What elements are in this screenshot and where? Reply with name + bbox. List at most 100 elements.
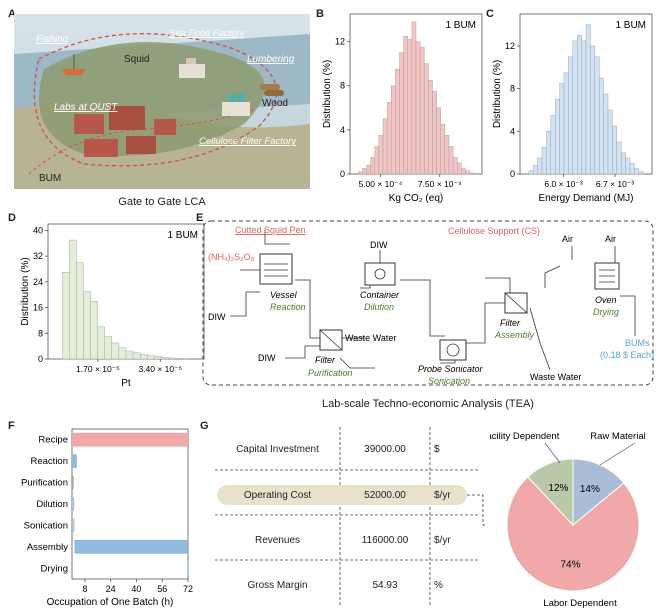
table-row: Gross Margin 54.93 %	[215, 563, 480, 607]
histogram-bar	[550, 115, 556, 175]
category-label: Dilution	[36, 499, 68, 510]
x-tick-label: 40	[131, 584, 141, 594]
y-axis-label: Distribution (%)	[20, 257, 31, 325]
table-cell-value: 116000.00	[361, 534, 409, 546]
unit-step-dilution: Dilution	[364, 302, 394, 312]
histogram-bar	[469, 172, 474, 175]
histogram-bar	[370, 157, 375, 175]
factory-cellulose	[222, 94, 250, 116]
histogram-bar	[603, 93, 609, 175]
histogram-bar	[104, 336, 113, 360]
y-axis-label: Distribution (%)	[492, 60, 503, 128]
table-cell-value: 52000.00	[364, 489, 406, 501]
table-cell-value: 54.93	[372, 579, 398, 591]
y-tick-label: 8	[510, 84, 515, 94]
histogram-bar	[629, 163, 635, 175]
x-tick-label: 72	[183, 584, 193, 594]
chart-batch-occupation: Recipe Reaction Purification Dilution Sonica…	[21, 428, 193, 608]
x-tick-label: 6.7 × 10⁻³	[596, 179, 634, 189]
slice-value-label: 74%	[561, 560, 581, 571]
histogram-bar	[590, 45, 596, 175]
histogram-bar	[436, 107, 441, 175]
panel-e-caption: Lab-scale Techno-economic Analysis (TEA)	[322, 398, 534, 410]
histogram-bar	[634, 168, 639, 175]
histogram-bar	[432, 91, 437, 175]
output-waste-water-1: Waste Water	[345, 333, 396, 343]
y-tick-label: 8	[340, 81, 345, 91]
table-cell-unit: $	[434, 443, 440, 455]
histogram-bar	[533, 165, 538, 175]
label-labs: Labs at QUST	[54, 102, 118, 113]
histogram-bar	[154, 356, 162, 360]
histogram-bar	[378, 135, 384, 175]
unit-step-assembly: Assembly	[494, 330, 535, 340]
histogram-bar	[362, 168, 367, 175]
histogram-bar	[147, 355, 155, 360]
lab-buildings	[74, 106, 176, 157]
histogram-bar	[528, 170, 534, 175]
timeline-bar	[73, 497, 75, 511]
leader-line	[599, 442, 636, 466]
table-row: Capital Investment 39000.00 $	[215, 427, 480, 471]
x-tick-label: 5.00 × 10⁻⁴	[358, 179, 402, 189]
pie-slice	[506, 476, 640, 592]
x-tick-label: 3.40 × 10⁻⁵	[138, 364, 182, 374]
container-unit	[364, 262, 396, 286]
label-sea-food-factory-text: Sea Food Factory	[169, 28, 246, 39]
timeline-bar	[72, 454, 77, 468]
input-diw-1: DIW	[208, 312, 226, 322]
x-tick-label: 24	[106, 584, 116, 594]
panel-f-letter: F	[8, 420, 15, 432]
table-cell-label: Operating Cost	[243, 489, 312, 501]
label-bum: BUM	[39, 173, 61, 184]
factory-sea-food	[179, 58, 205, 78]
table-row: Revenues 116000.00 $/yr	[215, 518, 480, 562]
leader-line	[544, 442, 561, 464]
label-fishing: Fishing	[36, 34, 69, 45]
filter-assembly-unit	[504, 292, 528, 314]
chart-co2-histogram: 0 4 8 12 5.00 × 10⁻⁴ 7.50 × 10⁻⁴ Kg CO₂ (eq) Di…	[322, 13, 483, 204]
table-cell-unit: %	[434, 579, 443, 591]
histogram-bar	[620, 152, 626, 175]
chart-annotation: 1 BUM	[445, 20, 476, 31]
histogram-bar	[175, 358, 183, 360]
slice-value-label: 12%	[548, 483, 568, 494]
y-tick-label: 12	[335, 37, 345, 47]
category-label: Recipe	[38, 435, 68, 446]
slice-name-label: Facility Dependent	[490, 431, 560, 442]
unit-step-purification: Purification	[308, 368, 353, 378]
table-cell-unit: $/yr	[434, 489, 451, 501]
input-air-2: Air	[605, 234, 616, 244]
histogram-bar	[448, 146, 454, 175]
histogram-bar	[625, 157, 631, 175]
oven-unit	[594, 262, 620, 290]
output-waste-water-2: Waste Water	[530, 372, 581, 382]
histogram-bar	[612, 125, 618, 175]
table-row: Operating Cost 52000.00 $/yr	[215, 473, 480, 517]
histogram-bar	[572, 40, 578, 175]
histogram-bar	[399, 52, 404, 175]
category-label: Reaction	[31, 456, 69, 467]
input-persulfate: (NH₄)₂S₂O₈	[208, 252, 255, 262]
y-tick-label: 0	[510, 169, 515, 179]
timeline-bar	[74, 540, 188, 554]
timeline-bar	[72, 432, 188, 447]
histogram-bar	[411, 21, 417, 175]
y-tick-label: 40	[33, 225, 43, 235]
y-tick-label: 0	[340, 169, 345, 179]
histogram-bar	[97, 326, 105, 360]
pie-slice	[527, 458, 574, 527]
operating-cost-highlight	[217, 485, 467, 505]
histogram-bar	[616, 141, 622, 175]
category-label: Drying	[41, 563, 68, 574]
x-tick-label: 1.70 × 10⁻⁵	[76, 364, 120, 374]
category-label: Purification	[21, 478, 68, 489]
y-tick-label: 4	[340, 125, 345, 135]
unit-step-sonication: Sonication	[428, 376, 470, 386]
histogram-bar	[382, 118, 388, 175]
histogram-bar	[546, 131, 552, 175]
panel-d-letter: D	[8, 212, 16, 224]
timeline-bar	[72, 475, 74, 490]
table-cell-unit: $/yr	[434, 534, 451, 546]
histogram-bar	[585, 24, 591, 175]
